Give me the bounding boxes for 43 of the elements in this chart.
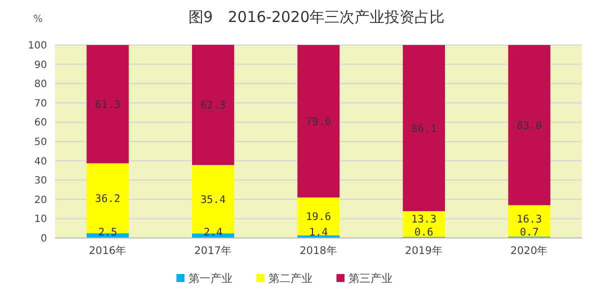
- data-label: 1.4: [309, 226, 328, 239]
- y-tick-label: 100: [28, 40, 47, 52]
- y-tick-label: 40: [34, 156, 47, 168]
- y-tick-label: 20: [34, 194, 47, 206]
- data-label: 83.0: [516, 120, 542, 132]
- y-tick-label: 0: [40, 234, 47, 244]
- bar: [508, 205, 550, 237]
- x-tick-label: 2020年: [510, 245, 548, 257]
- y-tick-label: 50: [34, 137, 47, 148]
- data-label: 35.4: [200, 194, 226, 206]
- data-label: 19.6: [306, 211, 332, 224]
- bar: [402, 45, 445, 212]
- x-tick-label: 2019年: [405, 245, 443, 257]
- y-tick-label: 60: [34, 118, 47, 129]
- legend-label: 第一产业: [188, 272, 232, 285]
- bar: [297, 197, 340, 236]
- legend-label: 第二产业: [268, 272, 312, 285]
- chart-title: 图9 2016-2020年三次产业投资占比: [188, 8, 445, 26]
- data-label: 79.0: [306, 116, 332, 128]
- data-label: 2.5: [98, 226, 118, 239]
- y-tick-label: 30: [34, 176, 47, 187]
- x-tick-label: 2016年: [88, 245, 127, 257]
- bar: [192, 44, 234, 166]
- data-label: 0.6: [414, 226, 434, 239]
- bar: [508, 45, 550, 206]
- x-tick-label: 2018年: [300, 245, 338, 257]
- y-tick-label: 90: [34, 60, 47, 71]
- y-tick-label: 70: [34, 98, 47, 110]
- data-label: 0.7: [520, 226, 539, 239]
- data-label: 86.1: [411, 122, 437, 135]
- data-label: 13.3: [411, 214, 437, 226]
- bar: [86, 45, 129, 164]
- bar: [297, 45, 340, 198]
- x-tick-label: 2017年: [194, 245, 232, 257]
- y-tick-label: 80: [34, 79, 47, 90]
- y-tick-label: 10: [34, 214, 47, 226]
- bar: [192, 165, 234, 234]
- data-label: 61.3: [95, 98, 120, 111]
- data-label: 62.3: [200, 100, 226, 112]
- y-axis-title: %: [33, 14, 43, 25]
- data-label: 36.2: [95, 192, 120, 205]
- legend-label: 第三产业: [348, 272, 392, 285]
- data-label: 16.3: [516, 214, 542, 226]
